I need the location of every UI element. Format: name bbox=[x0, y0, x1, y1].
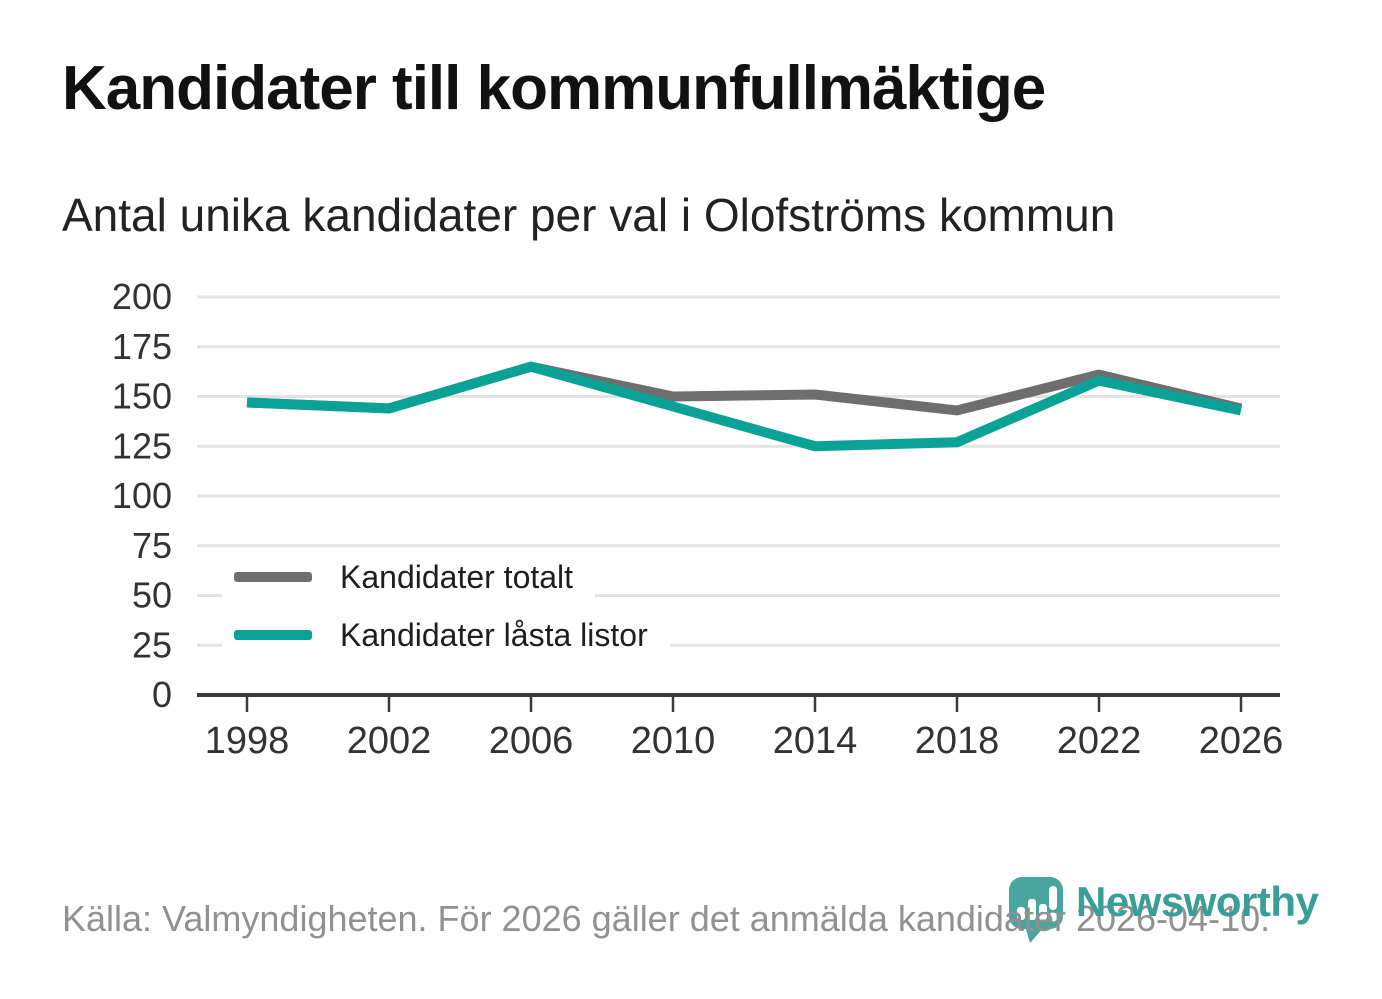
newsworthy-logo-icon bbox=[1009, 877, 1063, 943]
chart-legend: Kandidater totalt Kandidater låsta listo… bbox=[222, 550, 670, 666]
x-tick-label: 1998 bbox=[205, 720, 290, 762]
x-tick-label: 2018 bbox=[915, 720, 1000, 762]
y-tick-label: 50 bbox=[132, 575, 172, 616]
chart-title: Kandidater till kommunfullmäktige bbox=[62, 54, 1046, 123]
y-tick-label: 25 bbox=[132, 624, 172, 665]
y-tick-label: 100 bbox=[112, 475, 172, 516]
y-tick-label: 175 bbox=[112, 326, 172, 367]
x-tick-label: 2010 bbox=[631, 720, 716, 762]
series-line-locked bbox=[246, 361, 1243, 452]
legend-label-locked-lists: Kandidater låsta listor bbox=[340, 617, 648, 653]
x-tick-label: 2006 bbox=[489, 720, 574, 762]
newsworthy-wordmark: Newsworthy bbox=[1076, 878, 1319, 925]
source-note: Källa: Valmyndigheten. För 2026 gäller d… bbox=[62, 898, 1271, 939]
y-tick-label: 150 bbox=[112, 376, 172, 417]
x-tick-label: 2014 bbox=[773, 720, 858, 762]
x-tick-label: 2022 bbox=[1057, 720, 1142, 762]
y-tick-label: 125 bbox=[112, 425, 172, 466]
locked-lists-line-swatch bbox=[234, 630, 312, 640]
legend-label-total: Kandidater totalt bbox=[340, 559, 574, 595]
legend-item-locked-lists: Kandidater låsta listor bbox=[222, 608, 670, 662]
y-tick-label: 0 bbox=[152, 674, 172, 715]
legend-item-total: Kandidater totalt bbox=[222, 550, 596, 604]
x-tick-label: 2026 bbox=[1199, 720, 1284, 762]
total-line-swatch bbox=[234, 572, 312, 582]
y-tick-label: 75 bbox=[132, 525, 172, 566]
x-tick-label: 2002 bbox=[347, 720, 432, 762]
chart-subtitle: Antal unika kandidater per val i Olofstr… bbox=[62, 189, 1116, 241]
y-tick-label: 200 bbox=[112, 276, 172, 317]
